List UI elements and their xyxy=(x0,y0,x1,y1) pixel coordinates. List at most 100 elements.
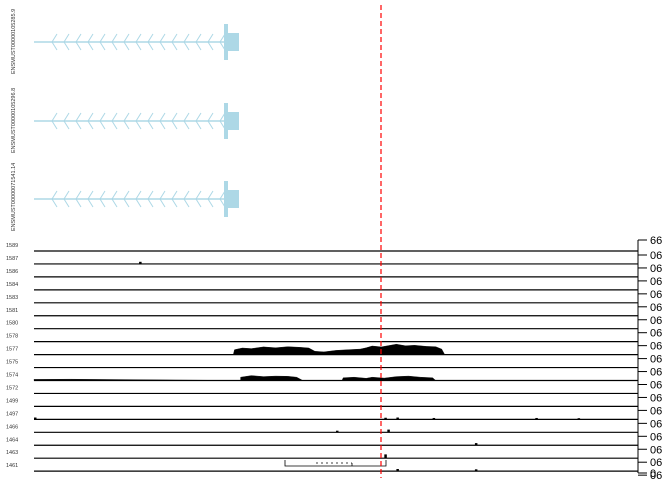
coverage-track: 1581 xyxy=(6,308,638,317)
strand-arrow xyxy=(87,112,94,130)
track-label: 1499 xyxy=(6,398,18,404)
coverage-track: 1464 xyxy=(6,437,638,446)
exon-block xyxy=(228,190,239,208)
strand-arrow xyxy=(147,112,154,130)
coverage-peak xyxy=(396,469,399,472)
strand-arrow xyxy=(111,33,118,51)
coverage-peak xyxy=(474,469,478,472)
strand-arrow xyxy=(195,112,202,130)
coverage-track: 1589 xyxy=(6,243,638,252)
y-tick-label: 06 xyxy=(650,276,662,288)
coverage-track: 1575 xyxy=(6,360,638,369)
coverage-track: 1580 xyxy=(6,321,638,330)
y-tick-label: 06 xyxy=(650,263,662,275)
strand-arrow xyxy=(159,190,166,208)
strand-arrow xyxy=(195,33,202,51)
strand-arrow xyxy=(183,112,190,130)
coverage-peak xyxy=(384,417,387,420)
y-tick-label: 06 xyxy=(650,302,662,314)
strand-arrow xyxy=(135,33,142,51)
strand-arrow xyxy=(111,112,118,130)
coverage-peak xyxy=(432,417,436,420)
transcript-label: ENSMUST00000105285.9 xyxy=(11,9,17,74)
strand-arrow xyxy=(63,112,70,130)
strand-arrow xyxy=(219,190,226,208)
y-tick-label: 06 xyxy=(650,431,662,443)
coverage-track: 1574 xyxy=(6,373,638,382)
coverage-track: 1583 xyxy=(6,295,638,304)
coverage-track: 1577 xyxy=(6,343,638,356)
strand-arrow xyxy=(135,112,142,130)
y-tick-label: 06 xyxy=(650,405,662,417)
strand-arrow xyxy=(99,33,106,51)
track-label: 1575 xyxy=(6,360,18,366)
strand-arrow xyxy=(75,112,82,130)
y-tick-label: 06 xyxy=(650,341,662,353)
coverage-track: 1466 xyxy=(6,424,638,433)
strand-arrow xyxy=(123,112,130,130)
strand-arrow xyxy=(51,33,58,51)
strand-arrow xyxy=(123,190,130,208)
coverage-track: 1584 xyxy=(6,282,638,291)
coverage-peak xyxy=(387,429,390,433)
strand-arrow xyxy=(63,33,70,51)
strand-arrow xyxy=(147,190,154,208)
coverage-peak xyxy=(396,417,399,420)
exon-block xyxy=(224,103,228,139)
strand-arrow xyxy=(63,190,70,208)
strand-arrow xyxy=(207,112,214,130)
y-tick-label: 0 xyxy=(650,468,656,480)
coverage-peak xyxy=(139,261,142,264)
transcript-label: ENSMUST00000071541.14 xyxy=(11,163,17,231)
strand-arrow xyxy=(183,190,190,208)
track-label: 1587 xyxy=(6,256,18,262)
y-tick-label: 66 xyxy=(650,235,662,247)
track-label: 1466 xyxy=(6,424,18,430)
track-label: 1574 xyxy=(6,373,18,379)
strand-arrow xyxy=(183,33,190,51)
strand-arrow xyxy=(207,190,214,208)
strand-arrow xyxy=(219,33,226,51)
track-label: 1577 xyxy=(6,347,18,353)
track-label: 1572 xyxy=(6,385,18,391)
exon-block xyxy=(224,181,228,217)
strand-arrow xyxy=(75,190,82,208)
y-tick-label: 06 xyxy=(650,380,662,392)
track-label: 1461 xyxy=(6,463,18,469)
y-tick-label: 06 xyxy=(650,354,662,366)
strand-arrow xyxy=(219,112,226,130)
transcript-model: ENSMUST00000071541.14 xyxy=(11,163,239,231)
strand-arrow xyxy=(159,112,166,130)
track-label: 1589 xyxy=(6,243,18,249)
transcript-model: ENSMUST00000105296.8 xyxy=(11,88,239,153)
strand-arrow xyxy=(99,112,106,130)
strand-arrow xyxy=(207,33,214,51)
coverage-peak xyxy=(384,454,387,459)
bracket-line xyxy=(284,460,387,467)
coverage-peak xyxy=(535,417,538,420)
transcript-model: ENSMUST00000105285.9 xyxy=(11,9,239,74)
y-tick-label: 06 xyxy=(650,328,662,340)
exon-block xyxy=(224,24,228,60)
exon-block xyxy=(228,112,239,130)
y-tick-label: 06 xyxy=(650,392,662,404)
strand-arrow xyxy=(195,190,202,208)
y-tick-label: 06 xyxy=(650,315,662,327)
track-label: 1584 xyxy=(6,282,18,288)
track-label: 1586 xyxy=(6,269,18,275)
coverage-track: 1572 xyxy=(6,385,638,395)
track-label: 1580 xyxy=(6,321,18,327)
strand-arrow xyxy=(87,33,94,51)
track-label: 1497 xyxy=(6,411,18,417)
coverage-peak xyxy=(474,443,478,446)
strand-arrow xyxy=(171,33,178,51)
track-label: 1578 xyxy=(6,334,18,340)
exon-block xyxy=(228,33,239,51)
coverage-track: 1499 xyxy=(6,398,638,407)
coverage-track: 1587 xyxy=(6,256,638,265)
strand-arrow xyxy=(171,112,178,130)
track-label: 1583 xyxy=(6,295,18,301)
coverage-track: 1586 xyxy=(6,269,638,278)
strand-arrow xyxy=(51,190,58,208)
